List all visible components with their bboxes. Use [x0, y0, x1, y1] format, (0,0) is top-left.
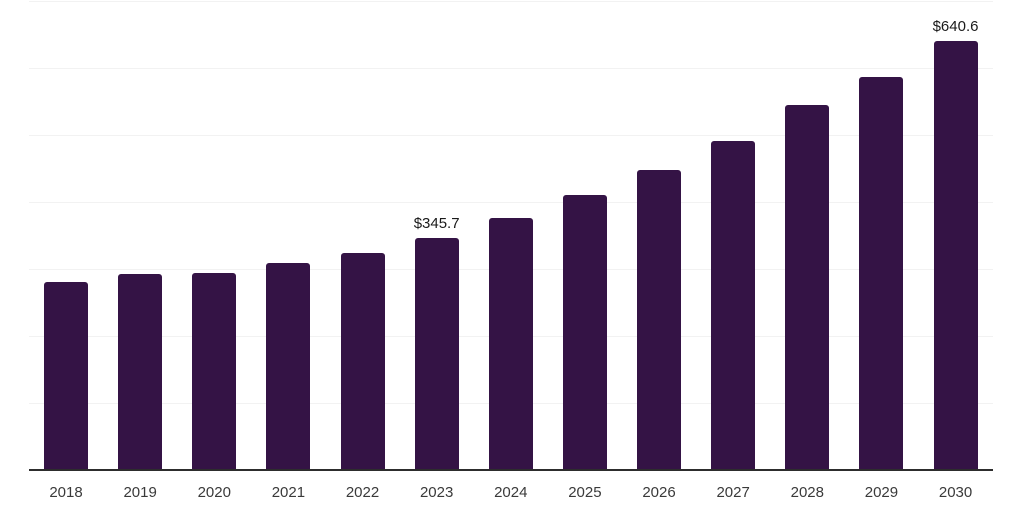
bar-2022: [340, 252, 385, 470]
bar-2026: [637, 169, 682, 470]
value-label-2030: $640.6: [932, 17, 979, 35]
gridline-500: [29, 135, 993, 136]
gridline-600: [29, 68, 993, 69]
bar-2019: [118, 273, 163, 470]
value-label-2023: $345.7: [413, 215, 460, 233]
x-tick-label-2022: 2022: [345, 484, 380, 501]
x-tick-label-2025: 2025: [568, 484, 602, 501]
x-tick-label-2023: 2023: [419, 484, 454, 501]
bar-2023: [414, 238, 459, 470]
bar-2029: [859, 77, 904, 470]
bar-2018: [44, 281, 88, 470]
x-tick-label-2021: 2021: [271, 484, 306, 501]
bar-2025: [562, 194, 607, 470]
x-tick-label-2018: 2018: [49, 484, 83, 501]
x-tick-label-2019: 2019: [123, 484, 157, 501]
x-tick-label-2027: 2027: [716, 484, 750, 501]
x-tick-label-2024: 2024: [494, 484, 528, 501]
x-tick-label-2030: 2030: [938, 484, 973, 501]
bar-2030: [933, 40, 978, 470]
x-tick-label-2026: 2026: [642, 484, 676, 501]
bar-2028: [785, 104, 830, 470]
gridline-400: [29, 202, 993, 203]
bar-2027: [711, 140, 756, 470]
x-axis-line: [29, 469, 993, 471]
x-tick-label-2028: 2028: [790, 484, 824, 501]
bar-2021: [266, 262, 311, 470]
bar-2024: [488, 217, 533, 470]
bar-2020: [192, 272, 237, 470]
gridline-700: [29, 1, 993, 2]
x-tick-label-2020: 2020: [197, 484, 231, 501]
x-tick-label-2029: 2029: [864, 484, 899, 501]
